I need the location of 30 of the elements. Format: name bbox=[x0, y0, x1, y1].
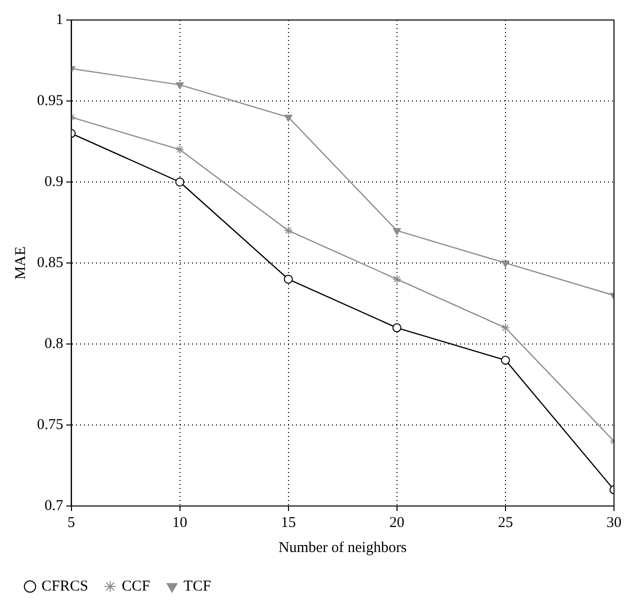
y-axis-title: MAE bbox=[12, 246, 29, 280]
point bbox=[500, 323, 510, 332]
point bbox=[176, 82, 184, 90]
legend-label: TCF bbox=[184, 578, 212, 594]
point bbox=[284, 114, 292, 122]
point bbox=[392, 274, 402, 284]
point bbox=[284, 226, 293, 236]
y-tick-label: 0.7 bbox=[44, 498, 64, 514]
x-tick-label: 15 bbox=[280, 514, 296, 531]
x-axis-title: Number of neighbors bbox=[278, 540, 407, 556]
y-tick-label: 0.85 bbox=[37, 254, 64, 271]
x-tick-label: 25 bbox=[498, 514, 513, 531]
point bbox=[500, 356, 510, 365]
x-tick-label: 10 bbox=[172, 514, 188, 531]
point bbox=[175, 178, 184, 186]
point bbox=[392, 323, 402, 332]
x-tick-label: 20 bbox=[389, 514, 404, 531]
y-tick-label: 0.9 bbox=[44, 174, 64, 190]
point bbox=[501, 260, 510, 268]
y-tick-label: 1 bbox=[56, 12, 64, 28]
x-tick-label: 5 bbox=[68, 514, 75, 531]
point bbox=[284, 274, 293, 284]
point bbox=[175, 145, 184, 154]
point bbox=[392, 228, 401, 236]
x-tick-label: 30 bbox=[606, 514, 622, 531]
legend-label: CFRCS bbox=[42, 578, 88, 594]
y-tick-label: 0.75 bbox=[37, 416, 64, 433]
y-tick-label: 0.8 bbox=[44, 336, 64, 352]
y-tick-label: 0.95 bbox=[37, 92, 64, 109]
legend-label: CCF bbox=[122, 578, 150, 594]
